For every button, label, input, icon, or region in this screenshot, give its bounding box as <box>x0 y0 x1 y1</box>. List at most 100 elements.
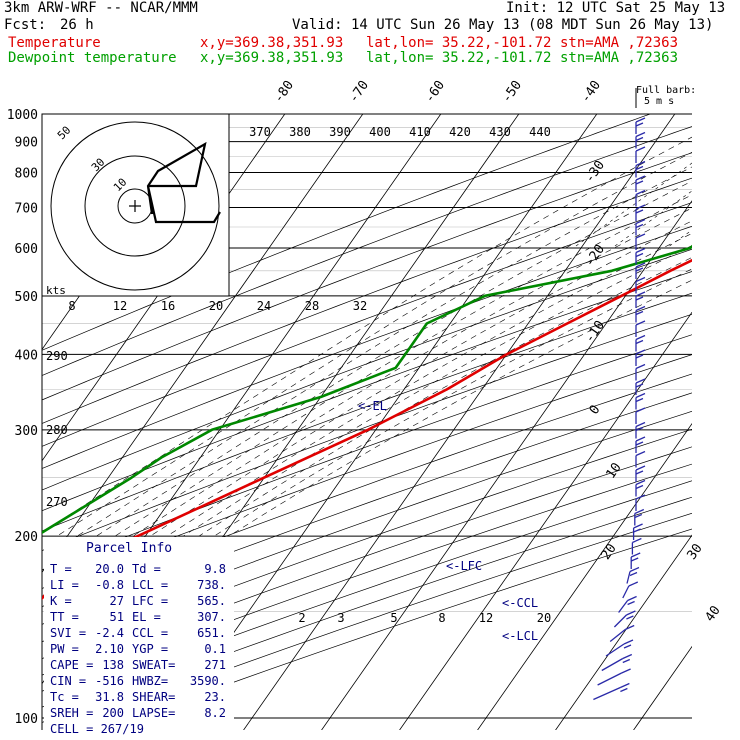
wind-barb <box>609 624 635 643</box>
theta-label: 430 <box>489 125 511 139</box>
parcel-value: 8.2 <box>204 706 226 720</box>
wind-barb <box>635 175 646 192</box>
parcel-info-title: Parcel Info <box>86 541 172 556</box>
wind-barb <box>635 378 646 395</box>
isotherm-label: 20 <box>598 541 619 562</box>
model-title: 3km ARW-WRF -- NCAR/MMM <box>4 0 198 16</box>
parcel-key: YGP = <box>132 642 168 656</box>
wind-barb <box>635 233 646 250</box>
pressure-label-800: 800 <box>15 167 38 182</box>
isotherm-label: -70 <box>346 78 372 106</box>
hodograph-speed-label: 12 <box>113 299 127 313</box>
hodograph-speed-label: 8 <box>68 299 75 313</box>
wind-barb <box>635 291 646 308</box>
isotherm-label: -80 <box>271 78 297 106</box>
hodograph-speed-label: 16 <box>161 299 175 313</box>
dry-adiabat <box>42 271 692 512</box>
theta-e-label: 290 <box>46 349 68 363</box>
mixing-ratio-label: 3 <box>337 611 344 625</box>
wind-barb <box>635 276 646 294</box>
wind-barb <box>618 595 637 613</box>
parcel-info-panel <box>44 537 234 730</box>
isotherm-label: -50 <box>499 78 525 106</box>
parcel-value: 271 <box>204 658 226 672</box>
dewpoint-trace <box>42 244 692 535</box>
parcel-key: Tc = <box>50 690 79 704</box>
hodograph-speed-label: 20 <box>209 299 223 313</box>
isotherm <box>701 101 740 740</box>
isotherm <box>399 311 692 730</box>
parcel-key: CCL = <box>132 626 168 640</box>
pressure-label-300: 300 <box>15 424 38 439</box>
dry-adiabat <box>42 177 692 424</box>
temperature-stn: stn=AMA ,72363 <box>560 35 679 51</box>
parcel-level-label: <-EL <box>358 399 387 413</box>
isotherm <box>42 114 364 573</box>
wind-barb <box>601 653 633 672</box>
pressure-label-200: 200 <box>15 530 38 545</box>
parcel-key: CIN = <box>50 674 86 688</box>
pressure-label-900: 900 <box>15 136 38 151</box>
wind-barb <box>635 363 646 381</box>
parcel-key: SREH = <box>50 706 93 720</box>
wind-barb <box>635 262 646 279</box>
isotherm-label: -60 <box>422 78 448 106</box>
dewpoint-xy: x,y=369.38,351.93 <box>200 50 344 66</box>
dry-adiabat <box>42 292 692 532</box>
moist-adiabat <box>213 268 692 537</box>
dry-adiabat <box>42 354 692 589</box>
wind-barb <box>635 450 646 468</box>
wind-barb <box>635 436 646 453</box>
parcel-key: LFC = <box>132 594 168 608</box>
theta-label: 380 <box>289 125 311 139</box>
dewpoint-legend: Dewpoint temperature <box>8 50 177 66</box>
isotherm-label: -30 <box>582 158 608 186</box>
dry-adiabat <box>42 392 692 625</box>
theta-label: 400 <box>369 125 391 139</box>
dry-adiabat <box>42 248 692 491</box>
pressure-label-600: 600 <box>15 242 38 257</box>
parcel-value: -516 <box>95 674 124 688</box>
mixing-ratio-line <box>573 162 692 249</box>
parcel-value: 307. <box>197 610 226 624</box>
dewpoint-stn: stn=AMA ,72363 <box>560 50 679 66</box>
parcel-value: -0.8 <box>95 578 124 592</box>
dry-adiabat <box>42 410 692 643</box>
dry-adiabat <box>42 225 692 469</box>
dry-adiabat <box>42 373 692 608</box>
theta-label: 370 <box>249 125 271 139</box>
moist-adiabat <box>182 245 692 537</box>
wind-barb <box>635 407 646 424</box>
wind-barb <box>635 479 646 497</box>
parcel-value: 3590. <box>190 674 226 688</box>
wind-barb <box>632 523 643 540</box>
parcel-level-label: <-CCL <box>502 596 538 610</box>
wind-barb <box>635 146 646 163</box>
dry-adiabat <box>42 446 692 676</box>
parcel-value: 9.8 <box>204 562 226 576</box>
wind-barb <box>613 610 636 628</box>
parcel-key: PW = <box>50 642 79 656</box>
hodograph-ring <box>50 121 220 291</box>
wind-barb <box>635 131 646 149</box>
pressure-label-1000: 1000 <box>7 108 38 123</box>
wind-barb <box>635 334 646 352</box>
wind-barb <box>635 247 646 265</box>
mixing-ratio-label: 8 <box>438 611 445 625</box>
hodograph-speed-label: 24 <box>257 299 271 313</box>
parcel-key: SHEAR= <box>132 690 175 704</box>
mixing-ratio-label: 2 <box>298 611 305 625</box>
wind-barb <box>631 537 642 555</box>
isotherm-label: 0 <box>587 402 604 417</box>
parcel-value: 651. <box>197 626 226 640</box>
moist-adiabat <box>96 180 692 537</box>
isotherm-label: -40 <box>578 78 604 106</box>
isotherm-label: 30 <box>684 541 705 562</box>
fcst-value: 26 h <box>60 17 94 33</box>
moist-adiabat <box>114 194 692 537</box>
temperature-latlon: lat,lon= 35.22,-101.72 <box>366 35 552 51</box>
mixing-ratio-line <box>612 190 692 249</box>
parcel-value: 23. <box>204 690 226 704</box>
